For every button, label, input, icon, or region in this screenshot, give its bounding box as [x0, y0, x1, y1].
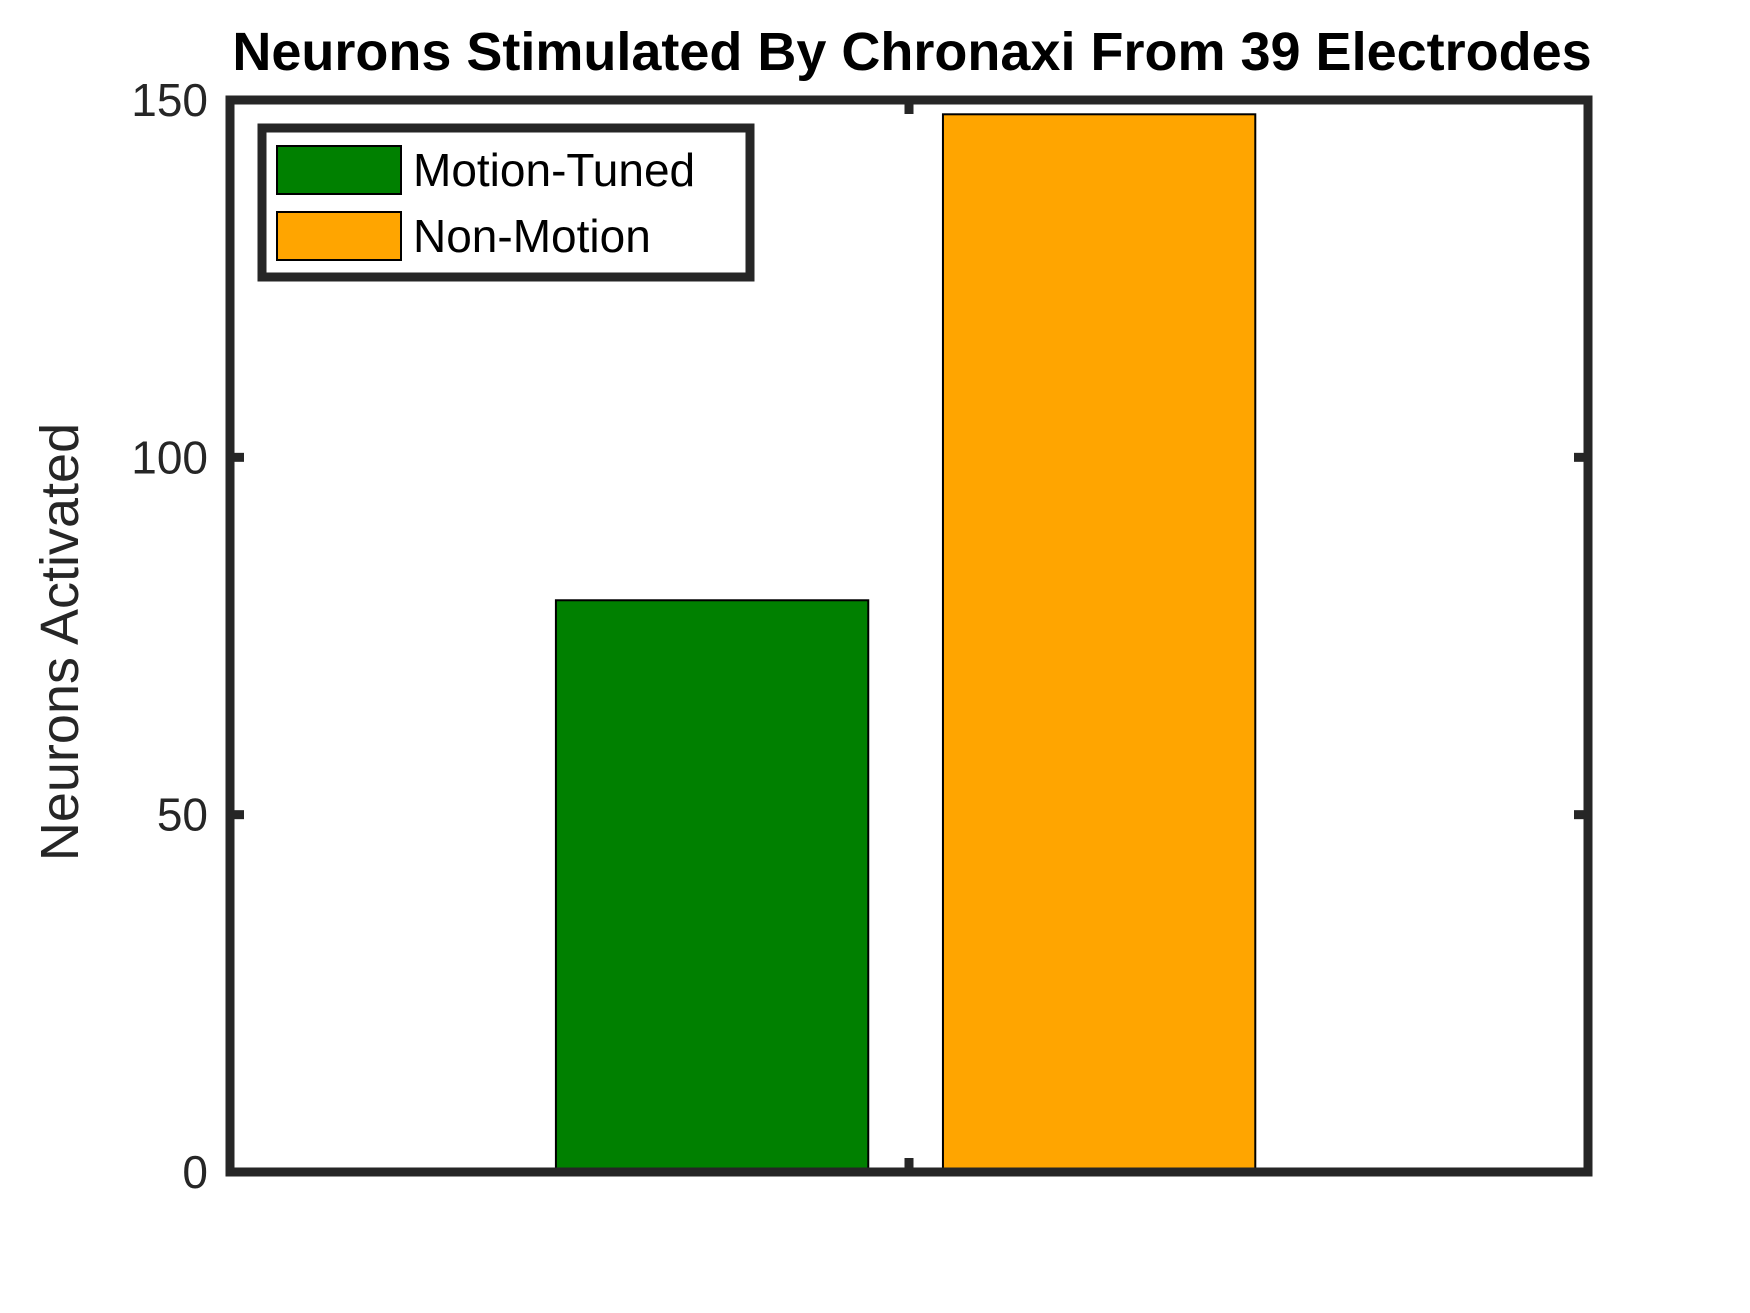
legend-swatch — [276, 145, 402, 195]
legend-label: Motion-Tuned — [413, 144, 695, 196]
legend-swatch — [276, 211, 402, 261]
bar-motion-tuned — [554, 599, 870, 1173]
bars — [554, 113, 1257, 1173]
legend: Motion-Tuned Non-Motion — [257, 123, 755, 282]
y-tick-label: 0 — [182, 1146, 208, 1198]
y-axis-label: Neurons Activated — [30, 423, 90, 861]
legend-label: Non-Motion — [413, 210, 651, 262]
y-tick-label: 100 — [131, 431, 208, 483]
chart-title: Neurons Stimulated By Chronaxi From 39 E… — [232, 22, 1591, 82]
y-tick-label: 150 — [131, 74, 208, 126]
y-ticks: 0 50 100 150 — [131, 74, 1588, 1198]
bar-non-motion — [941, 113, 1257, 1173]
y-tick-label: 50 — [157, 789, 208, 841]
